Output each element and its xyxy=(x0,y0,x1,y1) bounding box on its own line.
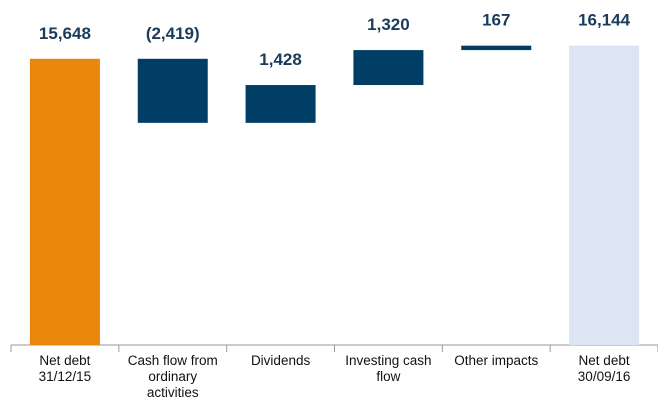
data-label: 1,320 xyxy=(367,15,410,34)
data-label: 167 xyxy=(482,11,510,30)
x-tick-label: Cash flow from ordinary activities xyxy=(127,353,218,400)
bar xyxy=(461,45,532,51)
x-tick-label: Investing cash flow xyxy=(345,353,432,384)
bar xyxy=(353,50,424,86)
x-tick-label: Net debt 31/12/15 xyxy=(38,353,92,384)
bar xyxy=(245,85,316,123)
data-label: 15,648 xyxy=(39,24,91,43)
x-tick-label: Other impacts xyxy=(454,353,539,368)
bar xyxy=(29,58,100,345)
x-tick-label: Dividends xyxy=(250,353,311,368)
x-tick-label: Net debt 30/09/16 xyxy=(577,353,631,384)
data-label: 1,428 xyxy=(259,50,302,69)
bar xyxy=(137,58,208,123)
bar xyxy=(569,45,640,345)
data-label: 16,144 xyxy=(578,11,631,30)
data-label: (2,419) xyxy=(146,24,200,43)
